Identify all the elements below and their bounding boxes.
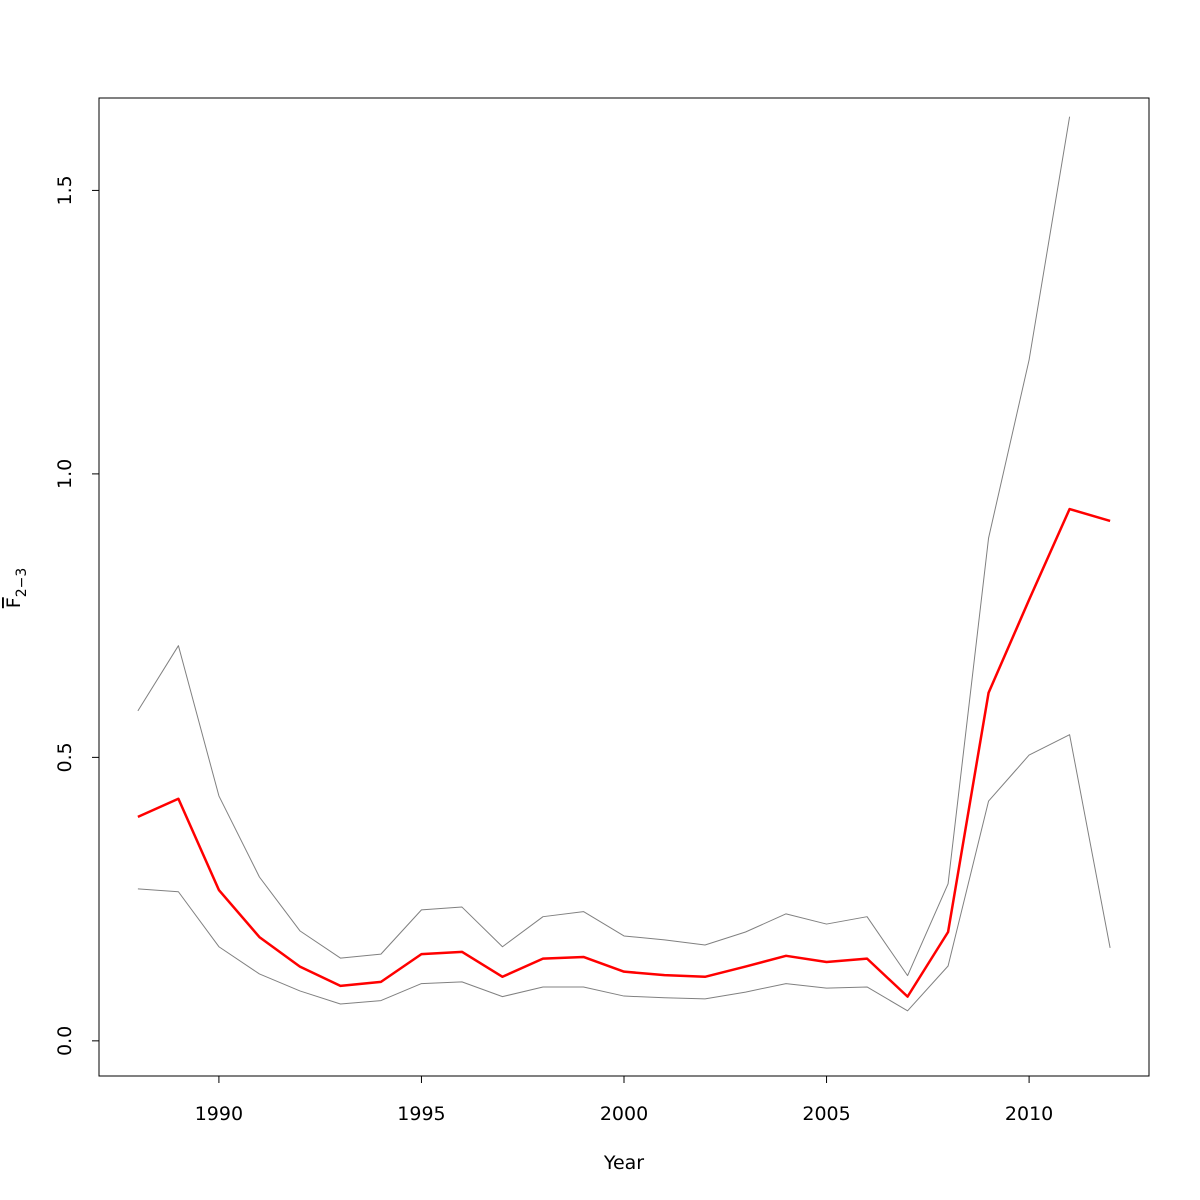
series-line bbox=[137, 734, 1111, 1012]
y-axis-label-main: F bbox=[3, 597, 25, 608]
y-tick-label: 1.5 bbox=[54, 175, 76, 205]
plot-area bbox=[137, 116, 1111, 1012]
y-tick-label: 1.0 bbox=[54, 459, 76, 489]
x-tick-label: 2010 bbox=[1005, 1103, 1053, 1125]
y-axis-label: F2−3 bbox=[3, 568, 30, 608]
x-tick-label: 1990 bbox=[195, 1103, 243, 1125]
y-tick-label: 0.5 bbox=[54, 742, 76, 772]
x-axis-label: Year bbox=[603, 1152, 644, 1174]
y-tick-label: 0.0 bbox=[54, 1026, 76, 1056]
y-axis-label-subscript: 2−3 bbox=[14, 568, 30, 598]
series-line bbox=[137, 507, 1111, 998]
x-tick-label: 2005 bbox=[802, 1103, 850, 1125]
series-line bbox=[137, 116, 1071, 977]
x-tick-label: 2000 bbox=[600, 1103, 648, 1125]
x-tick-label: 1995 bbox=[397, 1103, 445, 1125]
plot-frame bbox=[98, 97, 1150, 1077]
